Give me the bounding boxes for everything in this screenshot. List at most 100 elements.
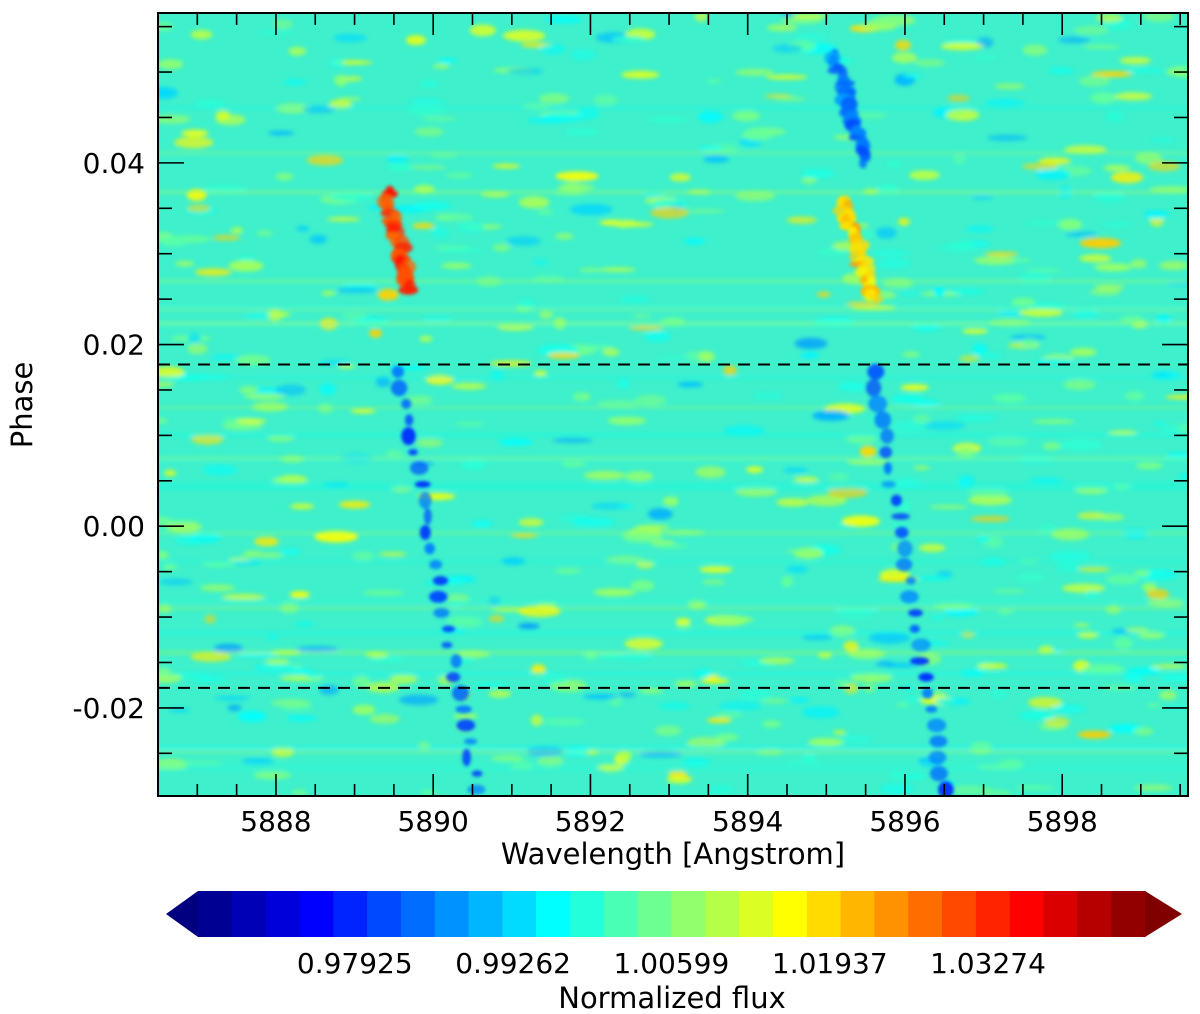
noise-patch bbox=[885, 159, 902, 169]
noise-patch bbox=[502, 29, 546, 42]
noise-patch bbox=[242, 550, 263, 558]
row-streak bbox=[158, 152, 1188, 154]
noise-patch bbox=[437, 58, 458, 64]
noise-patch bbox=[175, 535, 198, 545]
noise-patch bbox=[630, 579, 655, 592]
noise-patch bbox=[1096, 13, 1123, 23]
colorbar-segment bbox=[975, 891, 1011, 937]
feature-blob bbox=[929, 735, 948, 748]
row-streak bbox=[158, 376, 1188, 379]
noise-patch bbox=[236, 653, 279, 658]
noise-patch bbox=[555, 171, 599, 181]
noise-patch bbox=[1156, 314, 1171, 325]
noise-patch bbox=[617, 504, 634, 509]
row-streak bbox=[158, 651, 1188, 654]
noise-patch bbox=[407, 98, 445, 105]
noise-patch bbox=[517, 623, 540, 630]
noise-patch bbox=[1141, 583, 1157, 592]
noise-patch bbox=[1011, 297, 1036, 307]
noise-patch bbox=[1113, 637, 1133, 649]
colorbar-segment bbox=[265, 891, 301, 937]
noise-patch bbox=[1106, 111, 1124, 122]
feature-blob bbox=[442, 625, 456, 633]
noise-patch bbox=[859, 445, 877, 458]
noise-patch bbox=[275, 384, 306, 396]
noise-patch bbox=[187, 333, 201, 344]
noise-patch bbox=[422, 116, 458, 121]
noise-patch bbox=[175, 261, 195, 267]
noise-patch bbox=[1010, 334, 1046, 340]
noise-patch bbox=[683, 237, 706, 245]
noise-patch bbox=[591, 502, 629, 510]
noise-patch bbox=[158, 551, 169, 560]
noise-patch bbox=[1061, 583, 1106, 593]
noise-patch bbox=[239, 255, 254, 262]
y-tick-label: -0.02 bbox=[73, 692, 145, 725]
noise-patch bbox=[163, 469, 177, 477]
noise-patch bbox=[663, 496, 679, 507]
colorbar-segment bbox=[772, 891, 808, 937]
noise-patch bbox=[959, 355, 980, 362]
noise-patch bbox=[933, 286, 946, 297]
noise-patch bbox=[891, 394, 926, 404]
noise-patch bbox=[621, 70, 660, 79]
noise-patch bbox=[1134, 152, 1163, 165]
feature-blob bbox=[879, 446, 893, 459]
noise-patch bbox=[273, 19, 293, 29]
feature-blob bbox=[429, 590, 448, 603]
row-streak bbox=[158, 750, 1188, 753]
noise-patch bbox=[930, 615, 945, 620]
colorbar-segment bbox=[1009, 891, 1045, 937]
row-streak bbox=[158, 599, 1188, 603]
noise-patch bbox=[488, 689, 512, 698]
noise-patch bbox=[666, 776, 691, 784]
noise-patch bbox=[900, 384, 929, 391]
noise-patch bbox=[537, 208, 554, 216]
noise-patch bbox=[511, 533, 538, 538]
noise-patch bbox=[866, 18, 902, 24]
colorbar-segment bbox=[739, 891, 774, 937]
noise-patch bbox=[781, 575, 794, 588]
noise-patch bbox=[181, 129, 209, 137]
noise-patch bbox=[1016, 572, 1045, 583]
noise-patch bbox=[1051, 704, 1086, 714]
feature-blob bbox=[909, 624, 920, 634]
feature-blob bbox=[910, 657, 930, 666]
noise-patch bbox=[674, 680, 697, 688]
row-streak bbox=[158, 531, 1188, 535]
noise-patch bbox=[894, 39, 912, 51]
noise-patch bbox=[1146, 588, 1170, 600]
noise-patch bbox=[695, 466, 726, 479]
noise-patch bbox=[970, 515, 1011, 523]
feature-blob bbox=[418, 491, 432, 509]
feature-blob bbox=[938, 781, 954, 796]
noise-patch bbox=[901, 351, 921, 358]
noise-patch bbox=[213, 643, 244, 653]
noise-patch bbox=[235, 354, 271, 366]
noise-patch bbox=[460, 459, 487, 470]
noise-patch bbox=[843, 640, 859, 652]
noise-patch bbox=[215, 110, 230, 121]
noise-patch bbox=[606, 555, 645, 565]
x-tick-label: 5898 bbox=[1027, 805, 1098, 838]
noise-patch bbox=[321, 290, 336, 296]
noise-patch bbox=[453, 713, 478, 719]
noise-patch bbox=[1114, 92, 1153, 101]
y-tick-label: 0.02 bbox=[83, 329, 145, 362]
noise-patch bbox=[1094, 263, 1132, 272]
feature-blob bbox=[925, 705, 938, 713]
noise-patch bbox=[833, 730, 846, 735]
colorbar-segment bbox=[502, 891, 537, 937]
noise-patch bbox=[506, 236, 541, 246]
feature-blob bbox=[433, 608, 450, 618]
noise-patch bbox=[538, 310, 554, 319]
noise-patch bbox=[386, 154, 409, 164]
noise-patch bbox=[949, 288, 985, 295]
noise-patch bbox=[283, 79, 307, 86]
noise-patch bbox=[492, 243, 511, 252]
noise-patch bbox=[1143, 13, 1175, 22]
feature-blob bbox=[408, 449, 418, 456]
feature-blob bbox=[871, 294, 883, 304]
noise-patch bbox=[801, 168, 835, 179]
noise-patch bbox=[1018, 711, 1055, 721]
